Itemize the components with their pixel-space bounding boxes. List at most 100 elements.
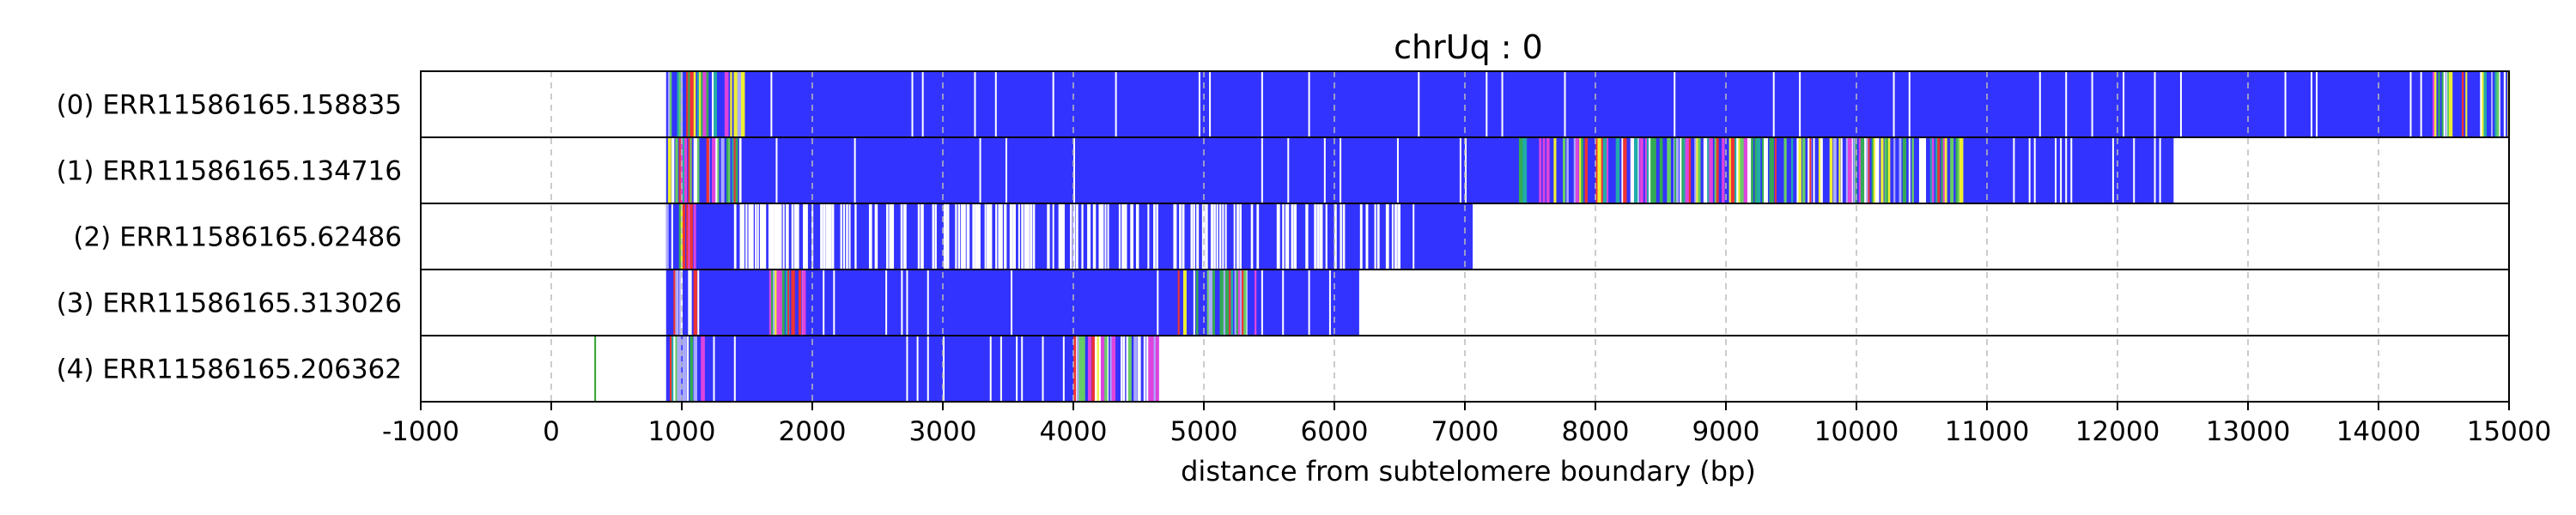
variant-stripe <box>1239 270 1244 336</box>
motif-stripe <box>1011 203 1013 270</box>
variant-stripe <box>1177 270 1180 336</box>
motif-stripe <box>825 203 829 270</box>
variant-stripe <box>1853 137 1856 203</box>
variant-stripe <box>667 137 671 203</box>
variant-stripe <box>2494 71 2498 137</box>
variant-stripe <box>1950 137 1954 203</box>
motif-stripe <box>854 203 857 270</box>
motif-stripe <box>756 203 759 270</box>
motif-stripe <box>1674 71 1676 137</box>
motif-stripe <box>927 336 929 402</box>
motif-stripe <box>811 203 814 270</box>
variant-stripe <box>1630 137 1633 203</box>
motif-stripe <box>1157 270 1159 336</box>
variant-stripe <box>1887 137 1891 203</box>
variant-stripe <box>1754 137 1759 203</box>
variant-stripe <box>1899 137 1902 203</box>
variant-stripe <box>1518 137 1523 203</box>
motif-stripe <box>957 203 961 270</box>
variant-stripe <box>1522 137 1528 203</box>
motif-stripe <box>1282 203 1285 270</box>
variant-stripe <box>1133 336 1138 402</box>
motif-stripe <box>1465 137 1467 203</box>
motif-stripe <box>1104 203 1107 270</box>
motif-stripe <box>1308 71 1310 137</box>
motif-stripe <box>1391 203 1394 270</box>
variant-stripe <box>1801 137 1806 203</box>
motif-stripe <box>1182 203 1185 270</box>
motif-stripe <box>1210 203 1214 270</box>
variant-stripe <box>778 270 783 336</box>
motif-stripe <box>1047 203 1050 270</box>
motif-stripe <box>1075 203 1078 270</box>
variant-stripe <box>1696 137 1699 203</box>
x-tick-label: 15000 <box>2467 416 2552 447</box>
variant-stripe <box>791 270 795 336</box>
variant-stripe <box>686 203 690 270</box>
variant-stripe <box>2491 71 2494 137</box>
motif-stripe <box>1316 203 1320 270</box>
motif-stripe <box>671 203 673 270</box>
variant-stripe <box>781 270 785 336</box>
motif-stripe <box>842 203 846 270</box>
read-bar <box>665 336 1160 402</box>
variant-stripe <box>1728 137 1732 203</box>
read-row-4 <box>594 336 1163 402</box>
motif-stripe <box>797 203 799 270</box>
x-tick-label: 13000 <box>2206 416 2291 447</box>
motif-stripe <box>1236 203 1239 270</box>
motif-stripe <box>1072 203 1076 270</box>
motif-stripe <box>1637 137 1639 203</box>
variant-stripe <box>2438 71 2440 137</box>
motif-stripe <box>1287 137 1290 203</box>
motif-stripe <box>868 203 872 270</box>
motif-stripe <box>1840 137 1843 203</box>
variant-stripe <box>1546 137 1550 203</box>
variant-stripe <box>1563 137 1566 203</box>
variant-stripe <box>1683 137 1686 203</box>
motif-stripe <box>1121 203 1125 270</box>
variant-stripe <box>1126 336 1129 402</box>
motif-stripe <box>1340 203 1342 270</box>
variant-stripe <box>1073 336 1077 402</box>
variant-stripe <box>787 270 790 336</box>
variant-stripe <box>802 270 806 336</box>
motif-stripe <box>1101 203 1104 270</box>
read-row-2 <box>665 203 1473 270</box>
motif-stripe <box>960 203 964 270</box>
motif-stripe <box>1024 203 1028 270</box>
variant-stripe <box>1855 137 1857 203</box>
motif-stripe <box>979 137 981 203</box>
x-tick-label: 4000 <box>1040 416 1108 447</box>
variant-stripe <box>670 71 672 137</box>
motif-stripe <box>1011 270 1013 336</box>
variant-stripe <box>2434 71 2437 137</box>
motif-stripe <box>1413 203 1415 270</box>
variant-stripe <box>1229 270 1232 336</box>
motif-stripe <box>774 203 777 270</box>
variant-stripe <box>1685 137 1690 203</box>
variant-stripe <box>1714 137 1716 203</box>
motif-stripe <box>1092 203 1097 270</box>
motif-stripe <box>745 203 748 270</box>
motif-stripe <box>1118 203 1121 270</box>
variant-stripe <box>2449 71 2453 137</box>
variant-stripe <box>733 71 738 137</box>
variant-stripe <box>1223 270 1226 336</box>
motif-stripe <box>2284 71 2287 137</box>
motif-stripe <box>1153 203 1156 270</box>
motif-stripe <box>762 203 767 270</box>
motif-stripe <box>1018 203 1020 270</box>
motif-stripe <box>733 203 737 270</box>
variant-stripe <box>1623 137 1627 203</box>
motif-stripe <box>794 203 798 270</box>
variant-stripe <box>1219 270 1224 336</box>
variant-stripe <box>1680 137 1683 203</box>
variant-stripe <box>1769 137 1771 203</box>
motif-stripe <box>1201 203 1206 270</box>
motif-stripe <box>1179 203 1182 270</box>
motif-stripe <box>1385 203 1389 270</box>
motif-stripe <box>1564 71 1566 137</box>
motif-stripe <box>1081 203 1084 270</box>
variant-stripe <box>1078 336 1084 402</box>
